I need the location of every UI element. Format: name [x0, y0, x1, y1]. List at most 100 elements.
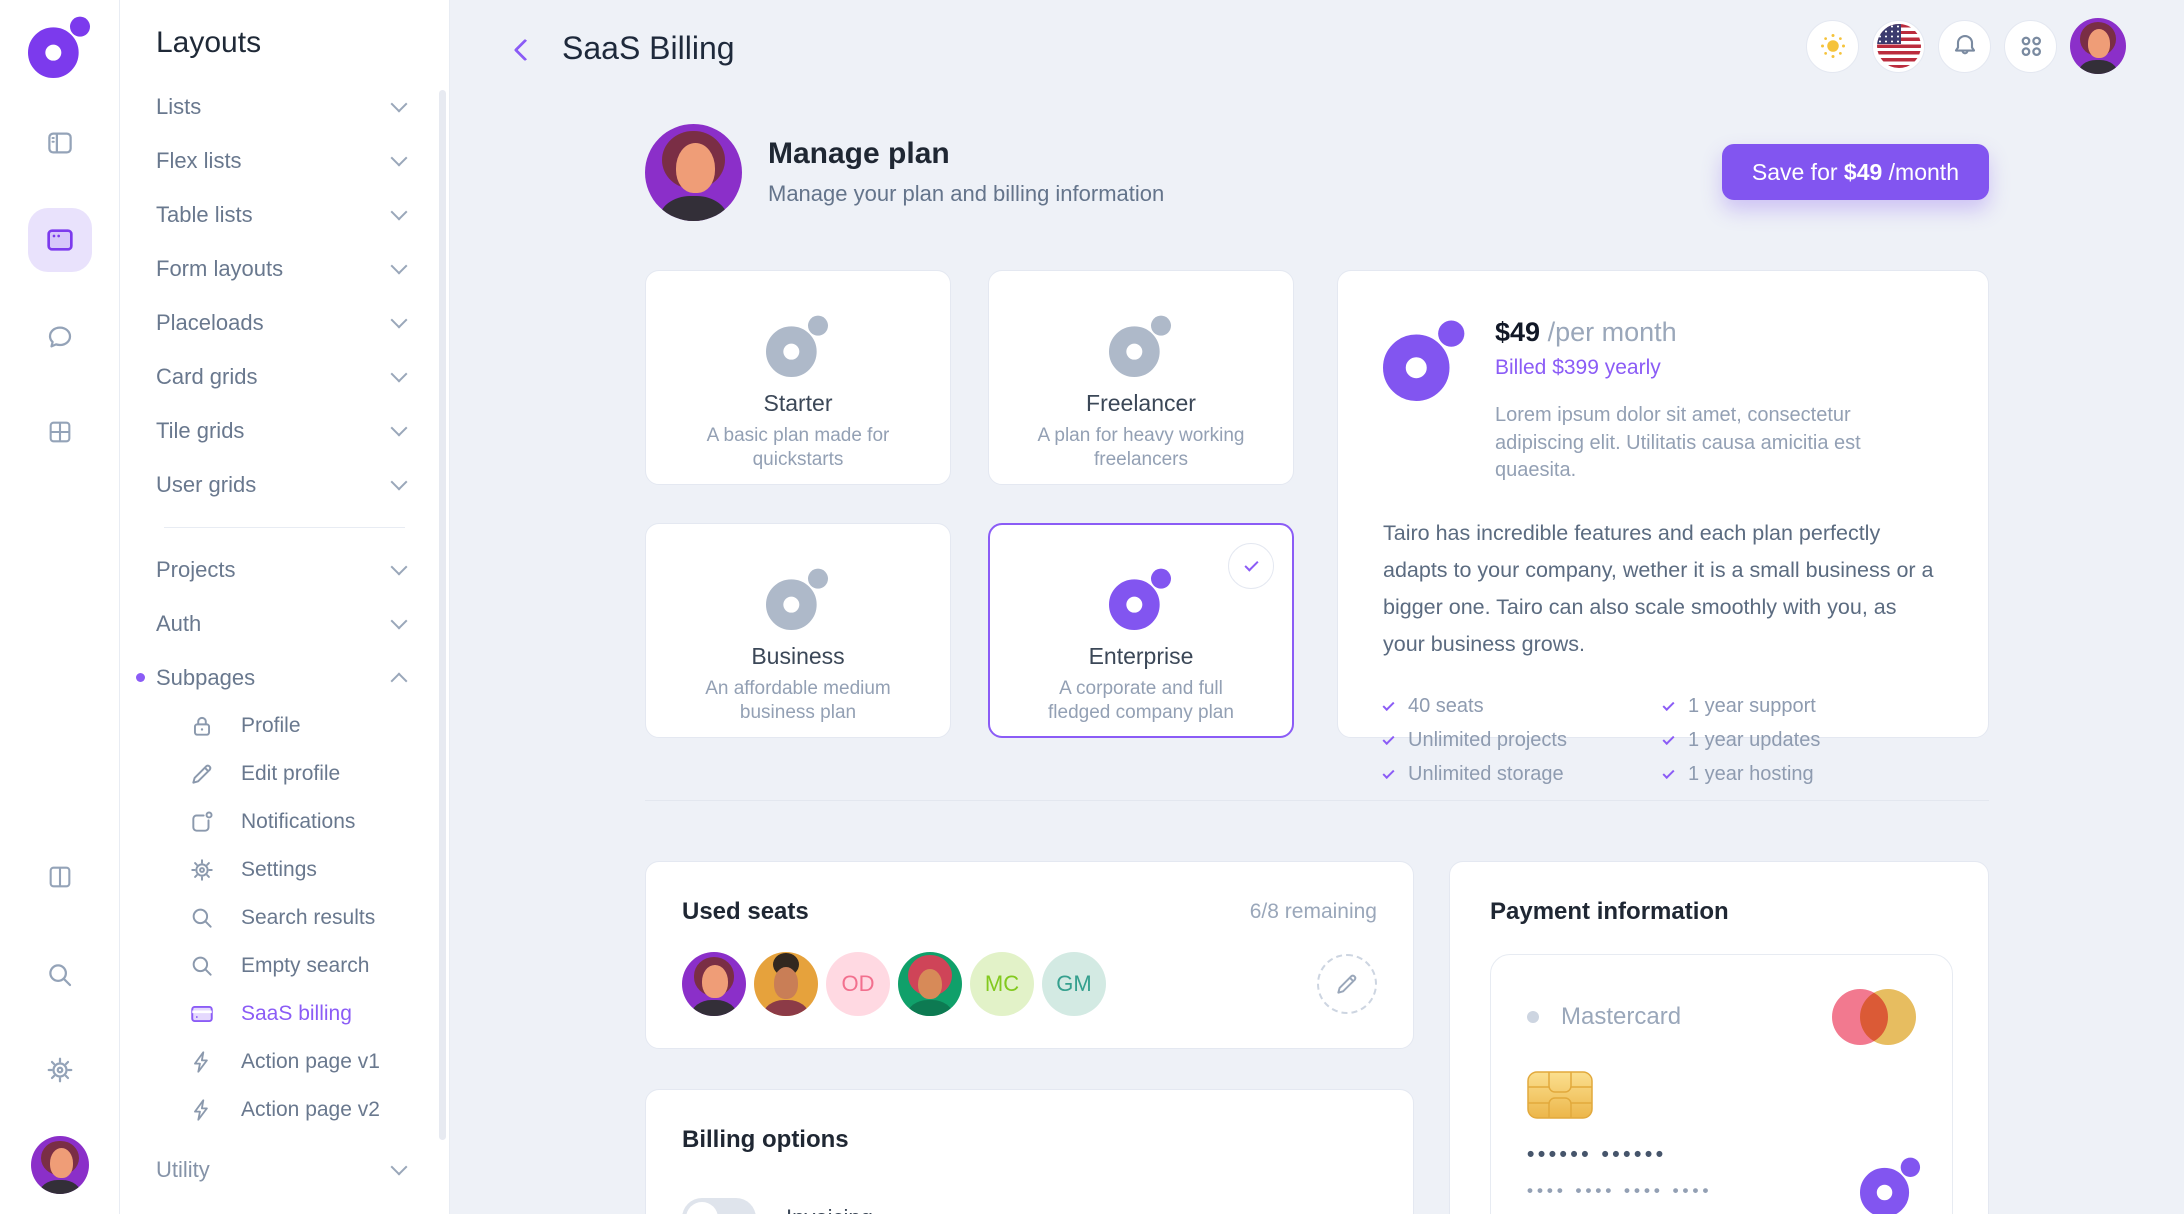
window-icon [44, 224, 76, 256]
seat-avatar [754, 952, 818, 1016]
main-content: SaaS Billing [450, 0, 2184, 1214]
plan-card-enterprise[interactable]: Enterprise A corporate and full fledged … [988, 523, 1294, 738]
check-icon [1662, 766, 1675, 779]
sidebar-divider [164, 527, 405, 528]
sidebar-subitem-notifications[interactable]: Notifications [189, 798, 405, 846]
chevron-down-icon [390, 95, 408, 113]
tairo-logo [766, 566, 830, 630]
plan-price: $49 /per month [1495, 317, 1677, 347]
chevron-left-icon [513, 38, 537, 62]
sidebar-item-card-grids[interactable]: Card grids [156, 350, 408, 404]
section-subtitle: Manage your plan and billing information [768, 181, 1165, 206]
plan-card-starter[interactable]: Starter A basic plan made for quickstart… [645, 270, 951, 485]
sidebar-item-subpages[interactable]: Subpages [156, 651, 408, 705]
chevron-up-icon [390, 672, 408, 690]
chat-icon [45, 322, 75, 352]
chevron-down-icon [390, 558, 408, 576]
sidebar-scrollbar[interactable] [439, 90, 446, 1140]
check-icon [1243, 557, 1259, 572]
layouts-rail-button[interactable] [28, 208, 92, 272]
seat-avatar-initials: GM [1042, 952, 1106, 1016]
billing-options-title: Billing options [682, 1126, 849, 1153]
sidebar-item-tile-grids[interactable]: Tile grids [156, 404, 408, 458]
mastercard-icon [1832, 989, 1916, 1045]
notifications-button[interactable] [1938, 19, 1991, 73]
chevron-down-icon [390, 257, 408, 275]
sidebar-item-form-layouts[interactable]: Form layouts [156, 242, 408, 296]
tairo-logo [1383, 317, 1467, 401]
radio-dot-icon [1527, 1011, 1539, 1023]
save-plan-button[interactable]: Save for $49 /month [1721, 144, 1989, 200]
card-holder-masked: •••••• •••••• [1527, 1143, 1667, 1166]
sidebar-item-projects[interactable]: Projects [156, 543, 408, 597]
sidebar-subitem-profile[interactable]: Profile [189, 702, 405, 750]
sidebar-subitem-saas-billing[interactable]: SaaS billing [189, 990, 405, 1038]
gear-icon [189, 857, 215, 883]
sidebar-item-flex-lists[interactable]: Flex lists [156, 134, 408, 188]
used-seats-card: Used seats 6/8 remaining OD [645, 861, 1414, 1049]
grid-icon [46, 418, 74, 446]
sidebar-item-utility[interactable]: Utility [156, 1143, 408, 1197]
manage-plan-header: Manage plan Manage your plan and billing… [645, 122, 1989, 222]
layout-switch-button[interactable] [28, 845, 92, 909]
bolt-icon [189, 1049, 215, 1075]
sidebar-item-user-grids[interactable]: User grids [156, 458, 408, 512]
plan-card-business[interactable]: Business An affordable medium business p… [645, 523, 951, 738]
feature-item: 1 year support [1662, 695, 1943, 718]
seats-remaining: 6/8 remaining [1249, 900, 1377, 923]
plan-card-freelancer[interactable]: Freelancer A plan for heavy working free… [988, 270, 1294, 485]
credit-card-icon [189, 1001, 215, 1027]
section-title: Manage plan [768, 137, 950, 170]
notification-icon [189, 809, 215, 835]
rail-avatar[interactable] [31, 1136, 89, 1194]
messages-rail-button[interactable] [28, 305, 92, 369]
billing-options-card: Billing options Invoicing [645, 1089, 1414, 1214]
chevron-down-icon [390, 473, 408, 491]
check-icon [1662, 732, 1675, 745]
tairo-logo[interactable] [28, 14, 92, 78]
sidebar-subitem-edit-profile[interactable]: Edit profile [189, 750, 405, 798]
chevron-down-icon [390, 203, 408, 221]
sidebar-item-lists[interactable]: Lists [156, 80, 408, 134]
apps-button[interactable] [2004, 19, 2057, 73]
credit-card-preview[interactable]: Mastercard •••••• •••••• •••• •••• •••• … [1490, 954, 1953, 1214]
sidebar-item-auth[interactable]: Auth [156, 597, 408, 651]
used-seats-title: Used seats [682, 898, 809, 925]
tairo-logo [1109, 313, 1173, 377]
sidebar-subitem-action-page-v1[interactable]: Action page v1 [189, 1038, 405, 1086]
chevron-down-icon [390, 149, 408, 167]
seat-avatar-initials: OD [826, 952, 890, 1016]
sidebar-item-placeloads[interactable]: Placeloads [156, 296, 408, 350]
dashboards-rail-button[interactable] [28, 400, 92, 464]
us-flag-icon [1876, 24, 1921, 68]
secondary-sidebar: Layouts Lists Flex lists Table lists For… [120, 0, 450, 1214]
sidebar-subitem-action-page-v2[interactable]: Action page v2 [189, 1086, 405, 1134]
plan-description: Tairo has incredible features and each p… [1383, 520, 1934, 656]
settings-rail-button[interactable] [28, 1038, 92, 1102]
sidebar-toggle-button[interactable] [28, 111, 92, 175]
gear-icon [45, 1055, 75, 1085]
profile-avatar [645, 123, 742, 221]
search-rail-button[interactable] [28, 943, 92, 1007]
sidebar-item-table-lists[interactable]: Table lists [156, 188, 408, 242]
tairo-logo [1109, 566, 1173, 630]
theme-toggle-button[interactable] [1806, 19, 1859, 73]
back-button[interactable] [507, 32, 543, 68]
plan-summary-card: $49 /per month Billed $399 yearly Lorem … [1337, 270, 1989, 785]
pencil-icon [1334, 971, 1360, 997]
sidebar-subitem-search-results[interactable]: Search results [189, 894, 405, 942]
invoicing-toggle[interactable] [682, 1198, 756, 1214]
lock-icon [189, 713, 215, 739]
language-button[interactable] [1872, 19, 1925, 73]
card-brand: Mastercard [1561, 1003, 1682, 1030]
user-avatar[interactable] [2070, 18, 2126, 74]
sidebar-subitem-empty-search[interactable]: Empty search [189, 942, 405, 990]
edit-seats-button[interactable] [1317, 954, 1377, 1014]
bolt-icon [189, 1097, 215, 1123]
page-title: SaaS Billing [562, 30, 735, 66]
sidebar-subitem-settings[interactable]: Settings [189, 846, 405, 894]
feature-item: Unlimited projects [1382, 729, 1663, 752]
columns-icon [46, 863, 74, 891]
chevron-down-icon [390, 419, 408, 437]
pencil-icon [189, 761, 215, 787]
